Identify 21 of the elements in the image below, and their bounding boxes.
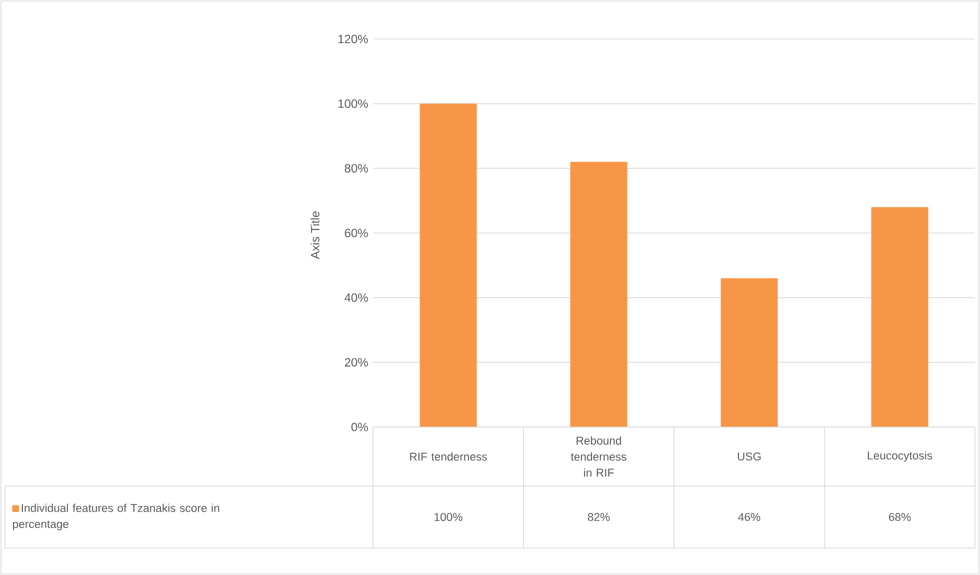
legend-label: Individual features of Tzanakis score in percentage xyxy=(13,504,220,530)
y-tick-label: 0% xyxy=(351,422,368,432)
data-label: 46% xyxy=(738,512,760,522)
data-label: 68% xyxy=(889,512,911,522)
x-tick-label: Leucocytosis xyxy=(868,451,932,462)
y-tick-label: 20% xyxy=(344,358,368,367)
y-tick-label: 60% xyxy=(344,228,368,238)
x-tick-label: USG xyxy=(738,452,761,460)
y-tick-label: 80% xyxy=(344,164,368,173)
data-label: 100% xyxy=(434,512,462,522)
y-axis-title: Axis Title xyxy=(310,211,320,260)
data-label: 82% xyxy=(588,512,610,522)
bar xyxy=(720,278,778,427)
x-tick-label: RIF tenderness xyxy=(410,452,487,461)
y-tick-label: 40% xyxy=(344,293,368,302)
y-tick-label: 100% xyxy=(338,99,368,108)
bar xyxy=(570,162,628,427)
bar xyxy=(420,104,477,427)
bar xyxy=(871,207,928,427)
y-tick-label: 120% xyxy=(338,34,368,44)
x-tick-label: Rebound tenderness in RIF xyxy=(570,436,626,477)
